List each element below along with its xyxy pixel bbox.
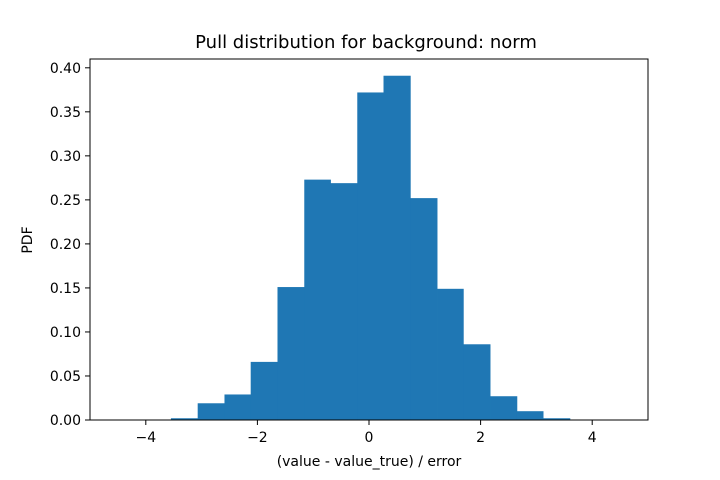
x-tick-label: −4 [135,430,156,446]
chart-title: Pull distribution for background: norm [195,32,537,53]
histogram-bar-5 [250,361,278,420]
x-tick-label: −2 [247,430,268,446]
histogram-bar-16 [543,418,571,420]
x-tick-label: 4 [588,430,597,446]
histogram-bar-2 [170,418,199,420]
histogram-bar-3 [197,403,225,420]
histogram-bars [170,75,571,421]
x-axis-ticks: −4 −2 0 2 4 [135,420,597,446]
y-tick-label: 0.00 [50,413,81,429]
histogram-bar-6 [277,287,305,420]
y-axis-label: PDF [20,226,36,253]
histogram-bar-14 [490,396,518,420]
histogram-bar-10 [383,75,411,420]
y-tick-label: 0.25 [50,193,81,209]
histogram-bar-9 [357,92,384,421]
y-tick-label: 0.35 [50,105,81,121]
y-tick-label: 0.30 [50,149,81,165]
y-tick-label: 0.20 [50,237,81,253]
y-tick-label: 0.40 [50,61,81,77]
histogram-bar-12 [437,288,464,420]
histogram-bar-4 [224,394,252,420]
histogram-bar-7 [304,179,331,420]
y-tick-label: 0.10 [50,325,81,341]
y-tick-label: 0.15 [50,281,81,297]
x-tick-label: 0 [365,430,374,446]
x-axis-label: (value - value_true) / error [277,454,462,470]
plot-frame [89,58,649,421]
histogram-bar-11 [410,198,438,420]
histogram-bar-15 [516,411,544,420]
histogram-bar-8 [330,183,358,420]
histogram-bar-13 [463,344,491,420]
y-axis-ticks: 0.00 0.05 0.10 0.15 0.20 0.25 0.30 0.35 0.40 [50,61,90,429]
y-tick-label: 0.05 [50,369,81,385]
x-tick-label: 2 [476,430,485,446]
